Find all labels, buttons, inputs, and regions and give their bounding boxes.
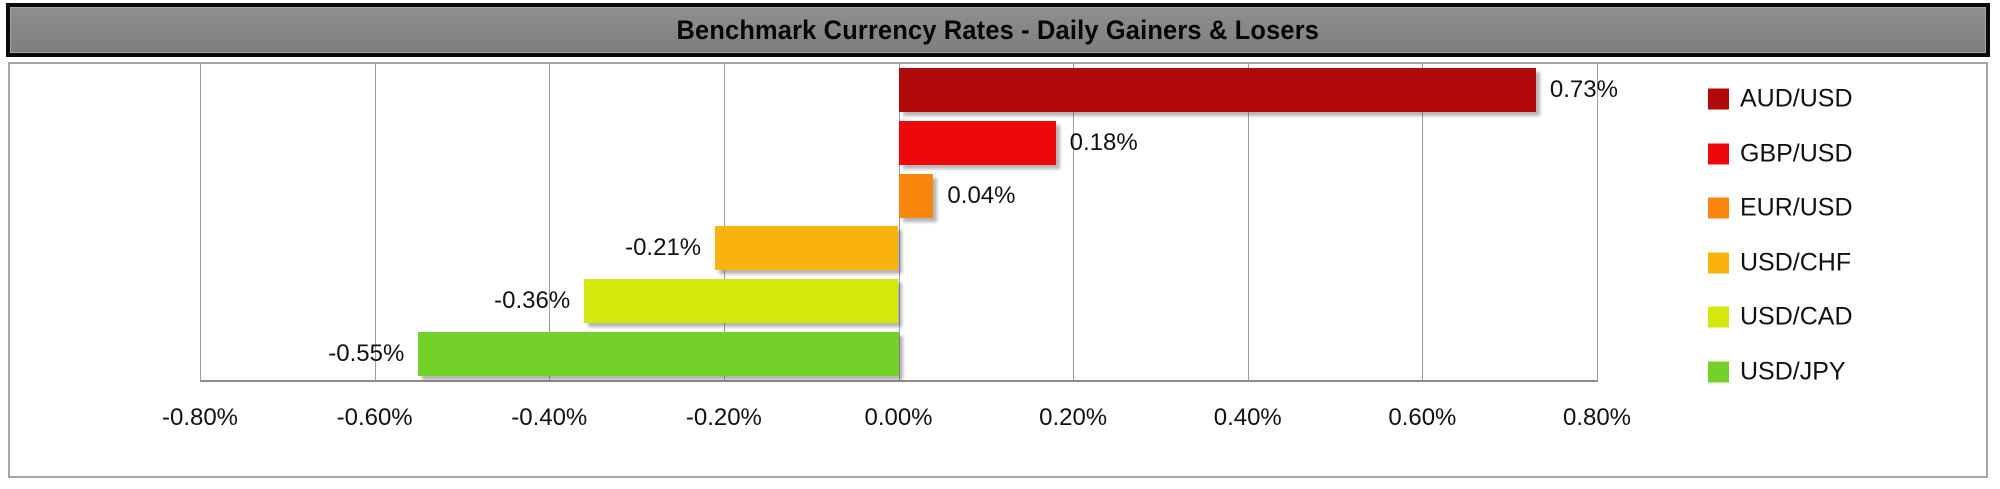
gridline-0.40% <box>1247 64 1249 380</box>
bar-value-label: 0.04% <box>947 181 1016 209</box>
x-axis-tick-label: -0.60% <box>336 404 413 431</box>
x-axis-tick-label: 0.20% <box>1039 404 1108 431</box>
gridline--0.20% <box>723 64 725 380</box>
bar-value-label: -0.55% <box>328 339 405 367</box>
bar-value-label: 0.73% <box>1549 76 1618 104</box>
x-axis-line <box>200 380 1598 382</box>
legend-swatch-icon <box>1708 306 1729 328</box>
legend-label: USD/CHF <box>1740 248 1852 277</box>
legend-item-usd-jpy: USD/JPY <box>1708 358 1846 387</box>
bar-usd-jpy <box>418 331 899 376</box>
legend-label: AUD/USD <box>1740 84 1853 113</box>
legend-item-eur-usd: EUR/USD <box>1708 194 1853 223</box>
gridline-0.80% <box>1597 64 1598 380</box>
gridline--0.40% <box>549 64 551 380</box>
legend-item-usd-cad: USD/CAD <box>1708 303 1853 332</box>
legend-swatch-icon <box>1708 252 1729 274</box>
gridline-0.60% <box>1422 64 1424 380</box>
x-axis-tick-label: 0.60% <box>1388 404 1457 431</box>
legend-swatch-icon <box>1708 361 1729 383</box>
x-axis-tick-label: 0.00% <box>864 404 933 431</box>
bar-usd-cad <box>584 279 899 323</box>
legend-label: USD/JPY <box>1740 357 1846 386</box>
chart-plot-container: -0.80% -0.60% -0.40% -0.20% 0.00% 0.20% 0.40% 0… <box>8 62 1988 478</box>
gridline--0.80% <box>200 64 201 380</box>
chart-title-bar: Benchmark Currency Rates - Daily Gainers… <box>6 3 1990 57</box>
bar-aud-usd <box>898 68 1536 113</box>
legend-swatch-icon <box>1708 88 1729 110</box>
legend-swatch-icon <box>1708 197 1729 219</box>
bar-eur-usd <box>898 173 934 218</box>
bar-value-label: -0.36% <box>494 287 571 314</box>
gridline--0.60% <box>374 64 376 380</box>
chart-title: Benchmark Currency Rates - Daily Gainers… <box>676 14 1320 45</box>
legend-item-aud-usd: AUD/USD <box>1708 85 1853 114</box>
legend-item-gbp-usd: GBP/USD <box>1708 139 1853 168</box>
bar-value-label: 0.18% <box>1069 129 1138 156</box>
x-axis-tick-label: -0.80% <box>161 404 239 431</box>
x-axis-tick-label: 0.40% <box>1213 404 1282 431</box>
legend-item-usd-chf: USD/CHF <box>1708 248 1851 277</box>
legend-label: GBP/USD <box>1740 139 1853 168</box>
x-axis-tick-label: -0.20% <box>685 404 762 431</box>
legend-swatch-icon <box>1708 143 1729 165</box>
legend-label: USD/CAD <box>1740 302 1853 331</box>
x-axis-tick-label: 0.80% <box>1562 404 1632 431</box>
bar-gbp-usd <box>898 121 1056 165</box>
gridline-0.20% <box>1073 64 1075 380</box>
bar-usd-chf <box>715 226 899 271</box>
legend-label: EUR/USD <box>1740 193 1853 222</box>
bar-value-label: -0.21% <box>625 234 702 262</box>
x-axis-tick-label: -0.40% <box>511 404 588 431</box>
gridline-0.00% <box>898 64 900 380</box>
